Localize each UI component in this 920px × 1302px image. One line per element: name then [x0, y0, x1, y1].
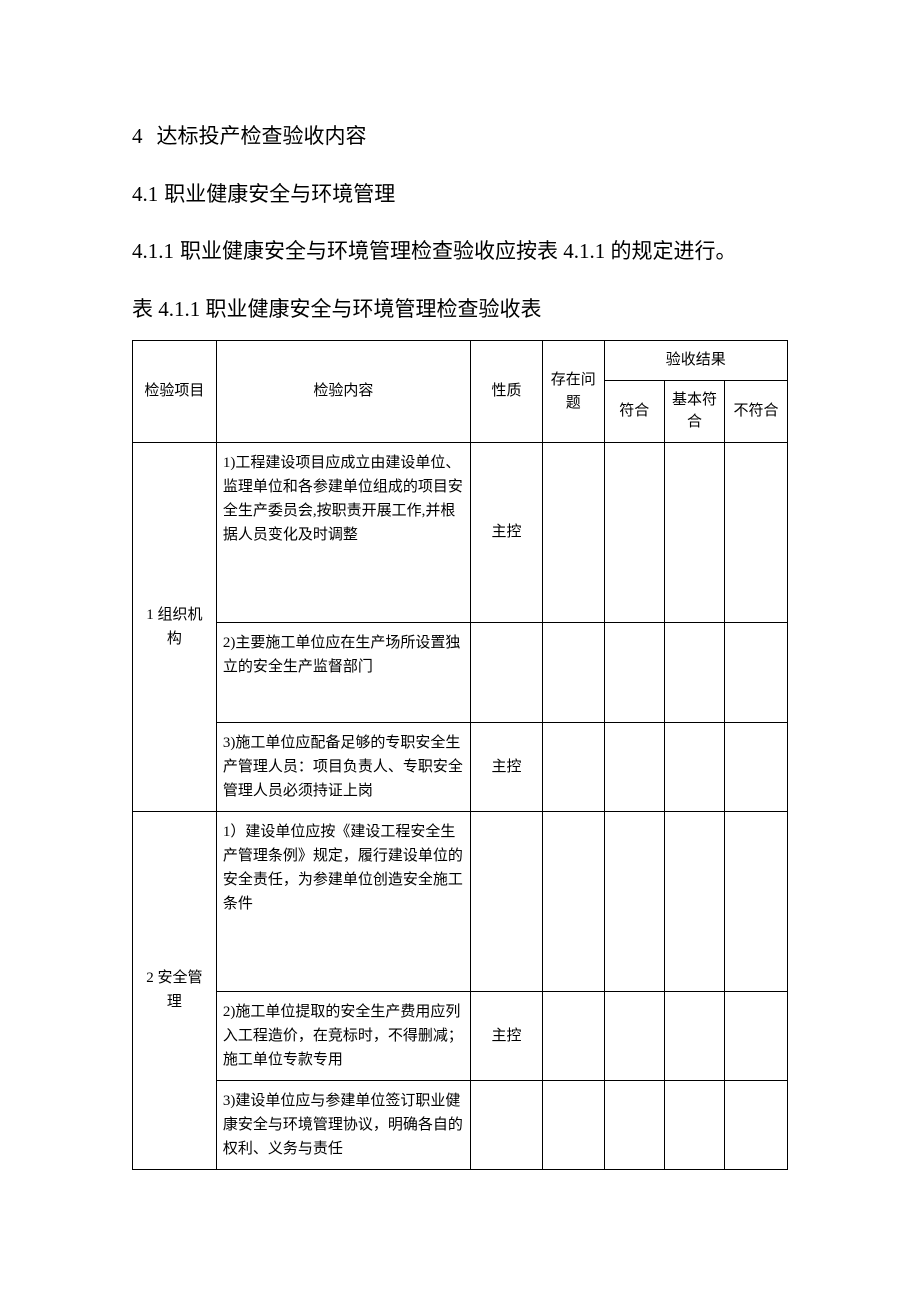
section-4-1-title: 职业健康安全与环境管理 — [164, 182, 395, 206]
cell-nature: 主控 — [470, 991, 542, 1080]
cell-r1 — [604, 811, 664, 991]
cell-issues — [543, 1080, 605, 1169]
header-result: 验收结果 — [604, 341, 787, 381]
header-issues: 存在问题 — [543, 341, 605, 443]
table-caption: 表 4.1.1 职业健康安全与环境管理检查验收表 — [132, 293, 788, 327]
header-row-1: 检验项目 检验内容 性质 存在问题 验收结果 — [133, 341, 788, 381]
inspection-table: 检验项目 检验内容 性质 存在问题 验收结果 符合 基本符合 不符合 1 组织机… — [132, 340, 788, 1170]
table-row: 2)主要施工单位应在生产场所设置独立的安全生产监督部门 — [133, 622, 788, 722]
header-r3: 不符合 — [725, 380, 788, 442]
group-label: 1 组织机构 — [133, 442, 217, 811]
cell-r1 — [604, 622, 664, 722]
cell-r3 — [725, 442, 788, 622]
table-body: 1 组织机构 1)工程建设项目应成立由建设单位、监理单位和各参建单位组成的项目安… — [133, 442, 788, 1169]
section-4-1-number: 4.1 — [132, 182, 158, 206]
section-4-1-heading: 4.1职业健康安全与环境管理 — [132, 178, 788, 212]
header-r1: 符合 — [604, 380, 664, 442]
table-row: 2 安全管理 1）建设单位应按《建设工程安全生产管理条例》规定，履行建设单位的安… — [133, 811, 788, 991]
cell-content: 2)主要施工单位应在生产场所设置独立的安全生产监督部门 — [216, 622, 470, 722]
group-label: 2 安全管理 — [133, 811, 217, 1169]
cell-issues — [543, 622, 605, 722]
cell-r3 — [725, 991, 788, 1080]
cell-r1 — [604, 722, 664, 811]
table-row: 3)建设单位应与参建单位签订职业健康安全与环境管理协议，明确各自的权利、义务与责… — [133, 1080, 788, 1169]
cell-r2 — [664, 811, 724, 991]
table-row: 2)施工单位提取的安全生产费用应列入工程造价，在竞标时，不得删减；施工单位专款专… — [133, 991, 788, 1080]
cell-issues — [543, 722, 605, 811]
cell-r2 — [664, 622, 724, 722]
cell-nature: 主控 — [470, 442, 542, 622]
cell-r1 — [604, 1080, 664, 1169]
cell-r2 — [664, 1080, 724, 1169]
cell-nature — [470, 622, 542, 722]
cell-r3 — [725, 622, 788, 722]
cell-nature: 主控 — [470, 722, 542, 811]
cell-issues — [543, 991, 605, 1080]
section-4-1-1-body: 职业健康安全与环境管理检查验收应按表 4.1.1 的规定进行。 — [180, 239, 737, 263]
section-4-title: 达标投产检查验收内容 — [157, 124, 367, 148]
section-4-1-1-number: 4.1.1 — [132, 239, 174, 263]
cell-content: 3)施工单位应配备足够的专职安全生产管理人员：项目负责人、专职安全管理人员必须持… — [216, 722, 470, 811]
cell-issues — [543, 811, 605, 991]
cell-content: 2)施工单位提取的安全生产费用应列入工程造价，在竞标时，不得删减；施工单位专款专… — [216, 991, 470, 1080]
table-row: 3)施工单位应配备足够的专职安全生产管理人员：项目负责人、专职安全管理人员必须持… — [133, 722, 788, 811]
header-item: 检验项目 — [133, 341, 217, 443]
header-nature: 性质 — [470, 341, 542, 443]
cell-r1 — [604, 991, 664, 1080]
cell-r2 — [664, 442, 724, 622]
cell-content: 3)建设单位应与参建单位签订职业健康安全与环境管理协议，明确各自的权利、义务与责… — [216, 1080, 470, 1169]
header-r2: 基本符合 — [664, 380, 724, 442]
cell-issues — [543, 442, 605, 622]
section-4-heading: 4 达标投产检查验收内容 — [132, 120, 788, 154]
header-content: 检验内容 — [216, 341, 470, 443]
table-header: 检验项目 检验内容 性质 存在问题 验收结果 符合 基本符合 不符合 — [133, 341, 788, 443]
table-row: 1 组织机构 1)工程建设项目应成立由建设单位、监理单位和各参建单位组成的项目安… — [133, 442, 788, 622]
cell-r2 — [664, 722, 724, 811]
cell-r1 — [604, 442, 664, 622]
section-4-number: 4 — [132, 124, 143, 148]
cell-r3 — [725, 722, 788, 811]
cell-r3 — [725, 811, 788, 991]
cell-r2 — [664, 991, 724, 1080]
cell-content: 1)工程建设项目应成立由建设单位、监理单位和各参建单位组成的项目安全生产委员会,… — [216, 442, 470, 622]
cell-content: 1）建设单位应按《建设工程安全生产管理条例》规定，履行建设单位的安全责任，为参建… — [216, 811, 470, 991]
section-4-1-1-text: 4.1.1职业健康安全与环境管理检查验收应按表 4.1.1 的规定进行。 — [132, 235, 788, 269]
cell-r3 — [725, 1080, 788, 1169]
cell-nature — [470, 811, 542, 991]
cell-nature — [470, 1080, 542, 1169]
